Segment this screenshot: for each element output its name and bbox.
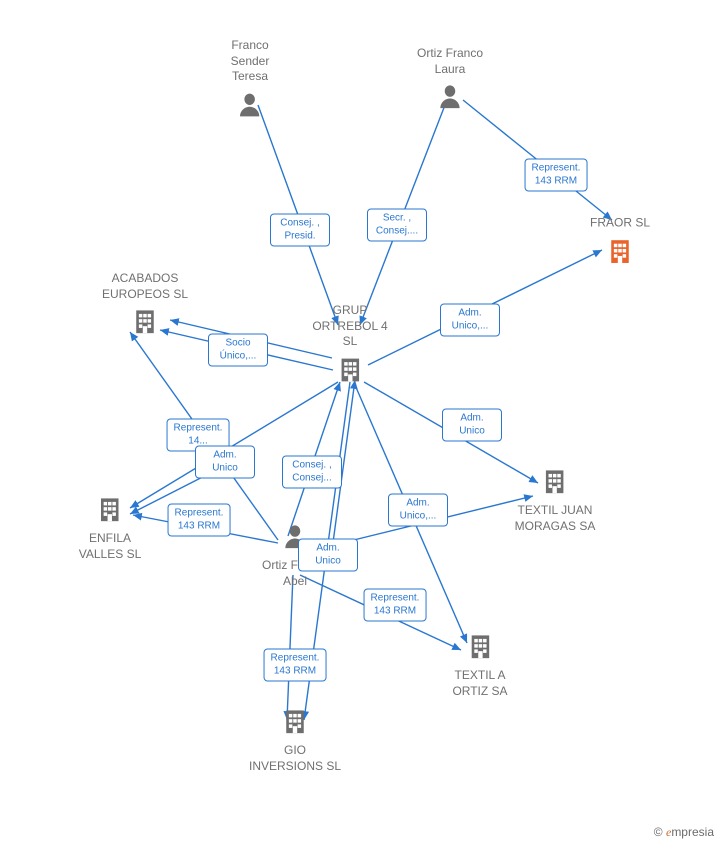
company-icon [131,306,159,336]
edge-label: Consej. , Presid. [270,214,330,247]
edge-label: Represent. 143 RRM [364,589,427,622]
edges-layer [0,0,728,850]
company-icon [606,235,634,265]
edge-label: Represent. 143 RRM [168,504,231,537]
edge-label: Consej. , Consej... [282,456,342,489]
node-ortiz_laura[interactable]: Ortiz Franco Laura [417,46,483,114]
node-label: FRAOR SL [590,216,650,232]
node-label: TEXTIL JUAN MORAGAS SA [515,503,596,534]
company-icon [541,466,569,496]
node-label: ACABADOS EUROPEOS SL [102,271,188,302]
node-enfila[interactable]: ENFILA VALLES SL [79,494,141,562]
edge-line [287,575,293,720]
node-label: TEXTIL A ORTIZ SA [452,668,507,699]
node-label: GIO INVERSIONS SL [249,743,341,774]
edge-label: Socio Único,... [208,334,268,367]
person-icon [436,81,464,111]
brand-rest: mpresia [671,825,714,839]
node-fraor[interactable]: FRAOR SL [590,216,650,269]
edge-label: Represent. 143 RRM [525,159,588,192]
node-acabados[interactable]: ACABADOS EUROPEOS SL [102,271,188,339]
network-diagram: Franco Sender Teresa Ortiz Franco Laura FR… [0,0,728,850]
node-textil_juan[interactable]: TEXTIL JUAN MORAGAS SA [515,466,596,534]
company-icon [96,494,124,524]
footer-copyright: © empresia [654,825,714,840]
node-label: ENFILA VALLES SL [79,531,141,562]
node-label: Ortiz Franco Laura [417,46,483,77]
copyright-symbol: © [654,825,663,839]
edge-label: Adm. Unico,... [440,304,500,337]
edge-label: Adm. Unico,... [388,494,448,527]
edge-label: Represent. 143 RRM [264,649,327,682]
node-franco_sender[interactable]: Franco Sender Teresa [231,38,270,122]
edge-label: Secr. , Consej.... [367,209,427,242]
company-icon [281,706,309,736]
node-gio[interactable]: GIO INVERSIONS SL [249,706,341,774]
edge-label: Adm. Unico [195,446,255,479]
edge-label: Adm. Unico [442,409,502,442]
company-icon [466,631,494,661]
edge-label: Adm. Unico [298,539,358,572]
node-textil_ortiz[interactable]: TEXTIL A ORTIZ SA [452,631,507,699]
company-icon [336,354,364,384]
node-grup[interactable]: GRUP ORTREBOL 4 SL [312,303,387,387]
node-label: GRUP ORTREBOL 4 SL [312,303,387,350]
node-label: Franco Sender Teresa [231,38,270,85]
person-icon [236,89,264,119]
